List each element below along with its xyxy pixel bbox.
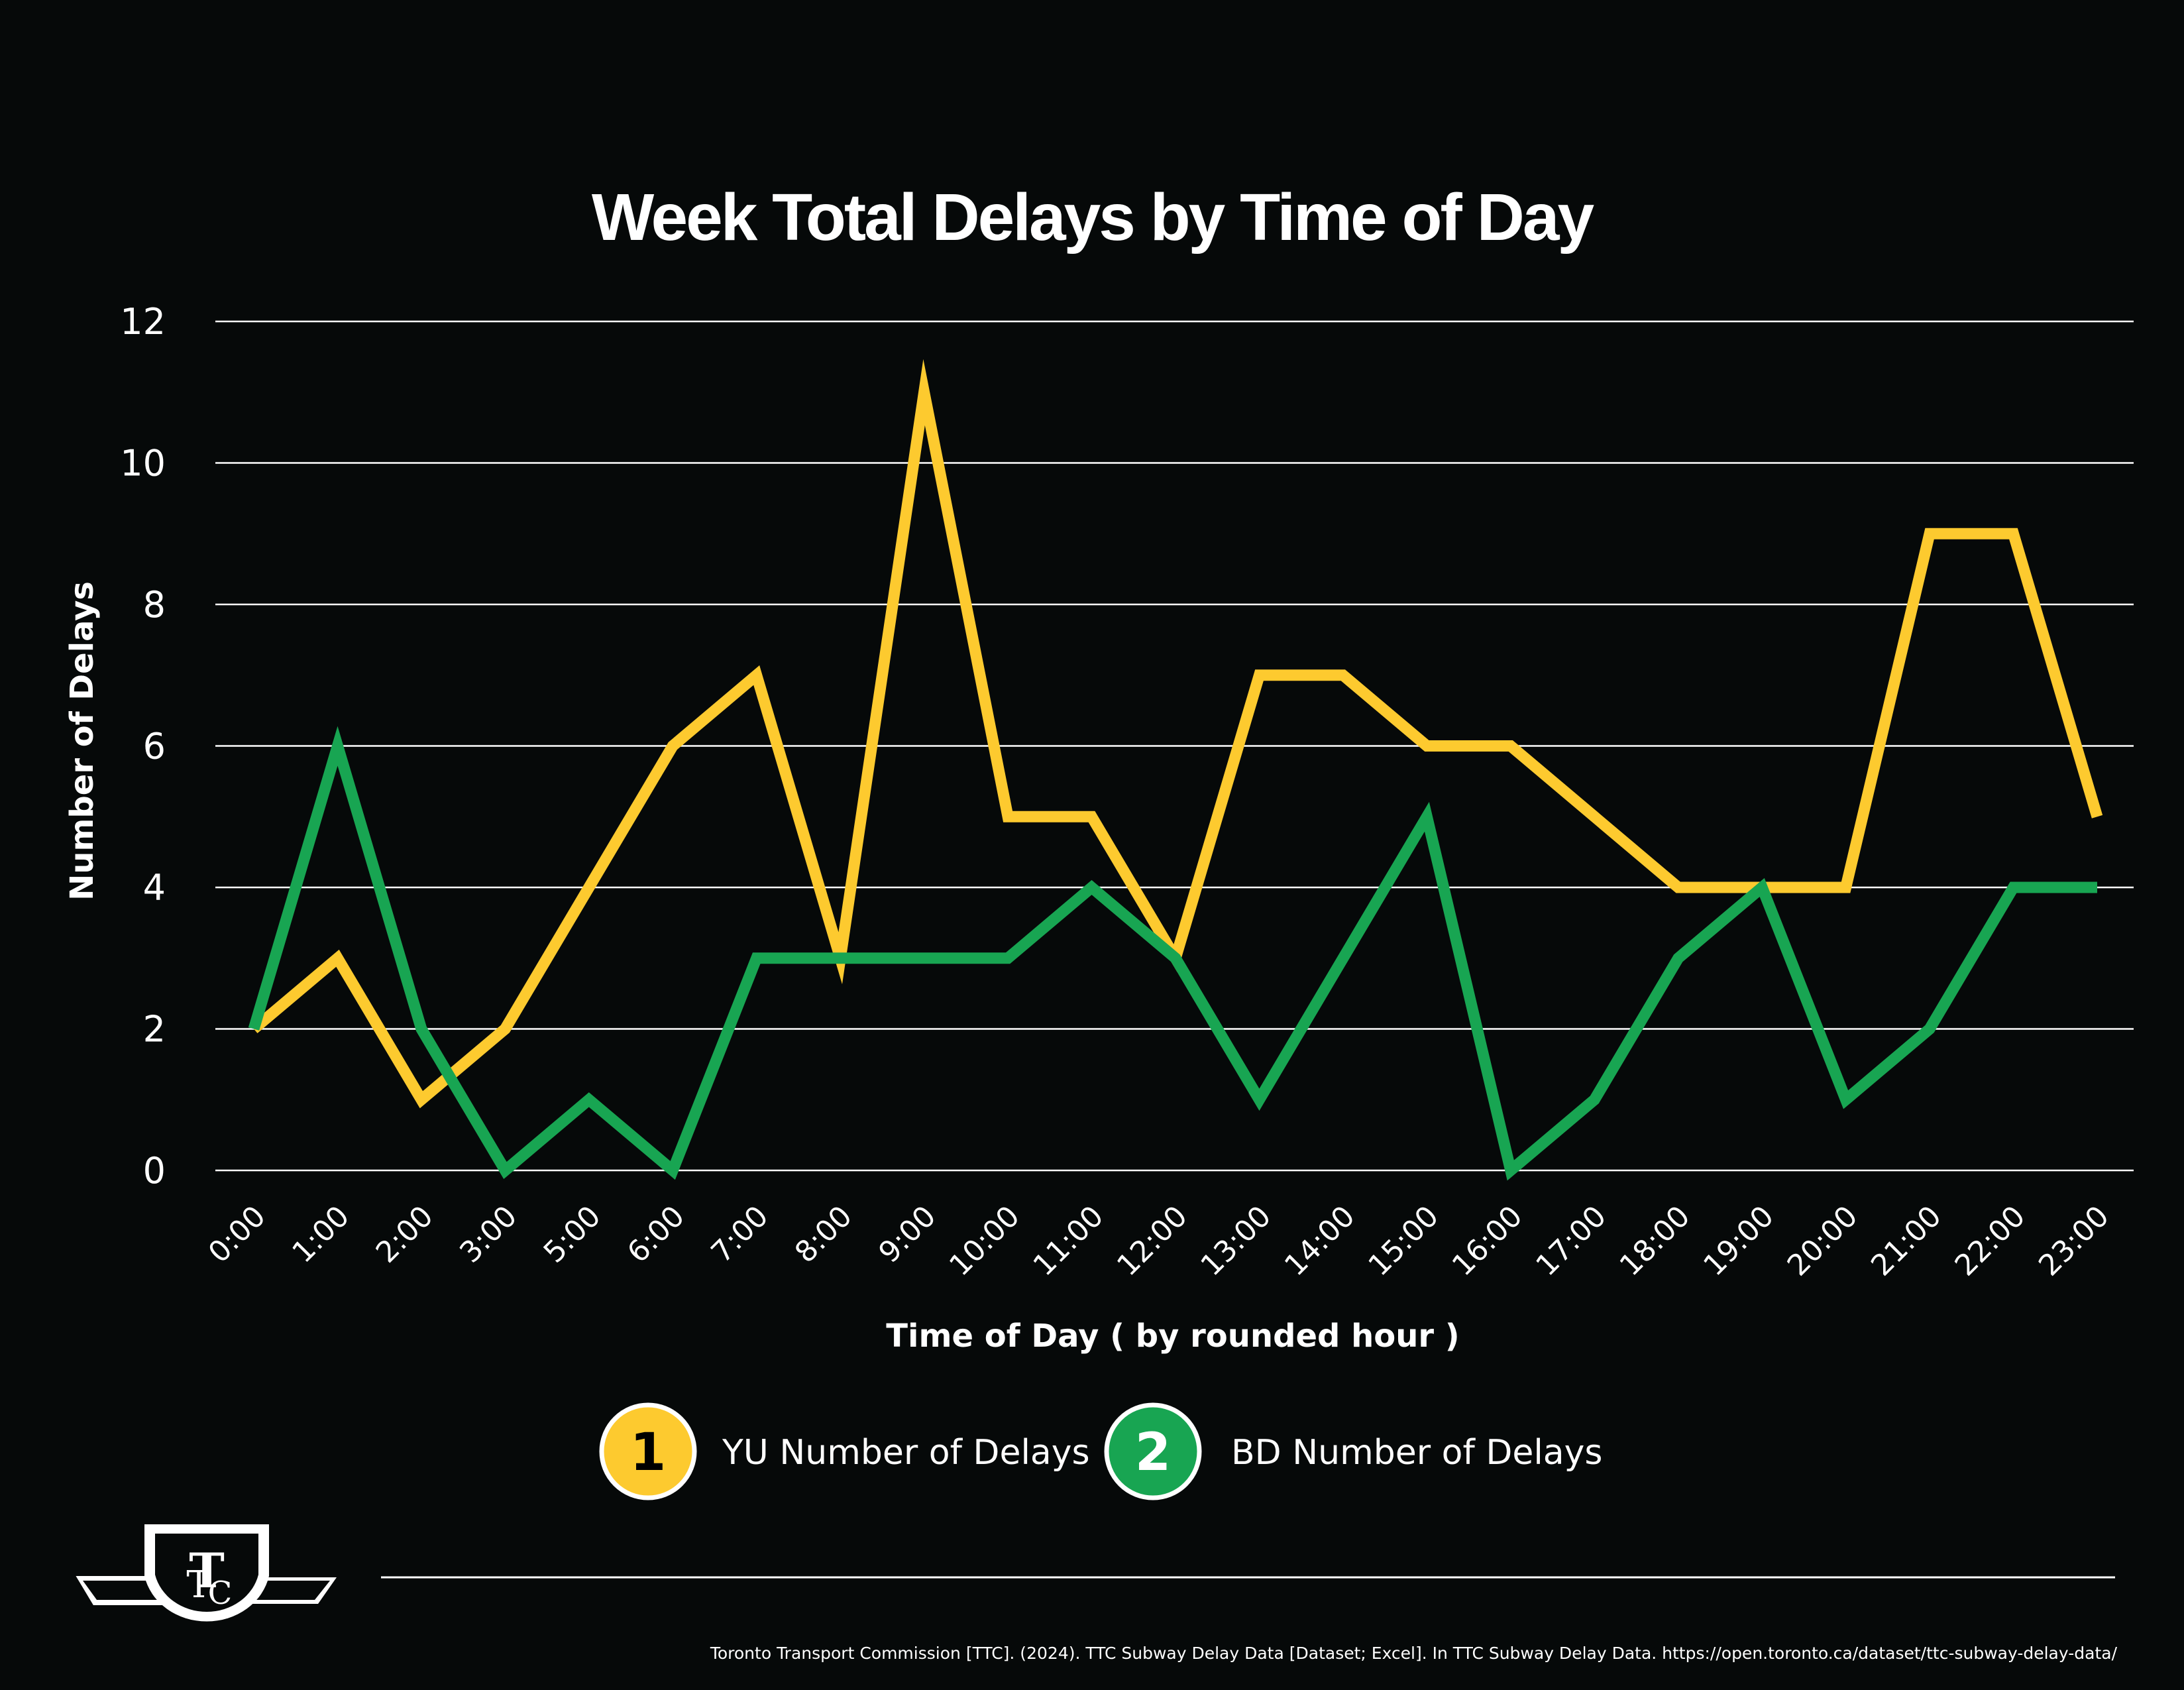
y-tick-label: 0 bbox=[143, 1150, 166, 1192]
y-tick-label: 12 bbox=[120, 301, 166, 343]
legend-item-bd: 2 BD Number of Delays bbox=[1104, 1402, 1603, 1500]
legend: 1 YU Number of Delays 2 BD Number of Del… bbox=[599, 1402, 1603, 1500]
legend-badge-number-bd: 2 bbox=[1135, 1423, 1171, 1483]
gridlines bbox=[215, 320, 2134, 1172]
x-axis-label: Time of Day ( by rounded hour ) bbox=[886, 1318, 1459, 1355]
legend-label-bd: BD Number of Delays bbox=[1231, 1433, 1603, 1473]
y-tick-label: 4 bbox=[143, 867, 166, 909]
chart-title: Week Total Delays by Time of Day bbox=[592, 180, 1595, 254]
legend-label-yu: YU Number of Delays bbox=[722, 1433, 1090, 1473]
legend-badge-number-yu: 1 bbox=[630, 1423, 666, 1483]
y-tick-label: 6 bbox=[143, 726, 166, 767]
y-axis-ticks: 0 2 4 6 8 10 12 bbox=[120, 301, 166, 1192]
source-citation: Toronto Transport Commission [TTC]. (202… bbox=[710, 1644, 2118, 1663]
y-axis-label: Number of Delays bbox=[64, 581, 101, 901]
y-tick-label: 8 bbox=[143, 584, 166, 626]
legend-badge-bd bbox=[1104, 1402, 1202, 1500]
y-tick-label: 10 bbox=[120, 443, 166, 484]
ttc-logo-icon: T T C bbox=[76, 1524, 337, 1622]
svg-text:C: C bbox=[208, 1575, 233, 1612]
legend-badge-yu bbox=[599, 1402, 697, 1500]
svg-text:T: T bbox=[186, 1563, 211, 1606]
y-tick-label: 2 bbox=[143, 1009, 166, 1050]
legend-item-yu: 1 YU Number of Delays bbox=[599, 1402, 1090, 1500]
series-lines bbox=[248, 359, 2103, 1181]
svg-text:T: T bbox=[189, 1542, 225, 1599]
